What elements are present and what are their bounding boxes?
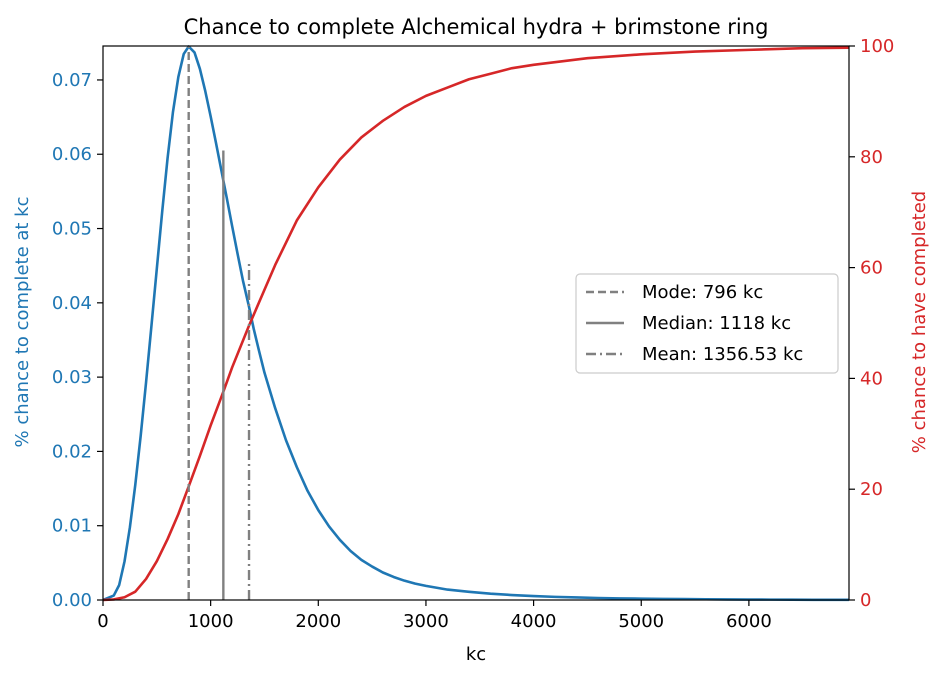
- y-tick-label-right: 60: [860, 258, 883, 279]
- y-tick-label-left: 0.06: [52, 144, 92, 165]
- chart-title: Chance to complete Alchemical hydra + br…: [184, 15, 769, 39]
- y-tick-label-right: 0: [860, 590, 871, 611]
- y-tick-label-left: 0.04: [52, 293, 92, 314]
- legend: Mode: 796 kc Median: 1118 kc Mean: 1356.53…: [575, 273, 839, 374]
- y-axis-label-right: % chance to have completed: [909, 191, 930, 453]
- legend-label: Mode: 796 kc: [642, 282, 763, 303]
- y-tick-label-right: 80: [860, 147, 883, 168]
- y-tick-label-left: 0.07: [52, 70, 92, 91]
- cumulative-completion-line: [102, 46, 850, 602]
- x-tick-label: 2000: [295, 611, 341, 632]
- x-axis-label: kc: [466, 644, 486, 665]
- x-tick-label: 4000: [511, 611, 557, 632]
- y-tick-label-right: 20: [860, 479, 883, 500]
- x-tick-label: 0: [97, 611, 108, 632]
- y-tick-label-left: 0.01: [52, 516, 92, 537]
- y-tick-label-right: 40: [860, 368, 883, 389]
- y-tick-label-left: 0.05: [52, 219, 92, 240]
- legend-box: [575, 273, 839, 374]
- y-tick-label-left: 0.03: [52, 367, 92, 388]
- y-axis-label-left: % chance to complete at kc: [12, 197, 33, 448]
- x-tick-label: 1000: [188, 611, 234, 632]
- y-tick-label-right: 100: [860, 36, 894, 57]
- x-tick-label: 5000: [618, 611, 664, 632]
- x-tick-label: 3000: [403, 611, 449, 632]
- y-tick-label-left: 0.00: [52, 590, 92, 611]
- x-tick-label: 6000: [726, 611, 772, 632]
- completion-probability-line: [102, 45, 849, 602]
- y-tick-label-left: 0.02: [52, 441, 92, 462]
- legend-label: Mean: 1356.53 kc: [642, 344, 803, 365]
- plot-frame: [102, 45, 850, 601]
- legend-label: Median: 1118 kc: [642, 313, 791, 334]
